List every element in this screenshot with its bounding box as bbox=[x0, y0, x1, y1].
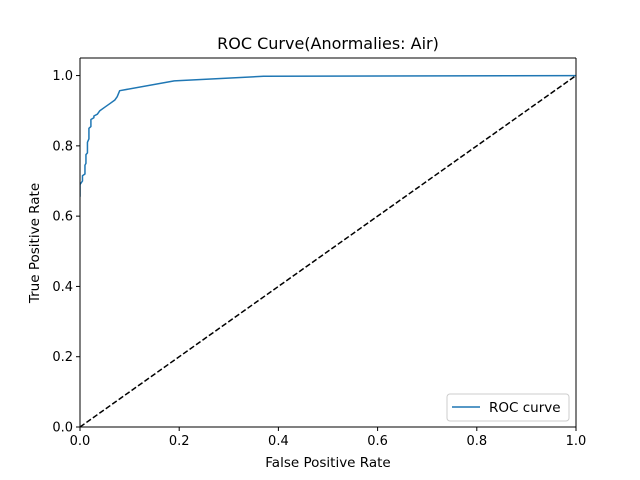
plot-area bbox=[80, 58, 576, 427]
legend: ROC curve bbox=[446, 393, 570, 422]
x-tick-label: 1.0 bbox=[566, 434, 587, 449]
y-tick-label: 0.6 bbox=[52, 210, 73, 225]
series-group bbox=[80, 74, 576, 427]
legend-box bbox=[446, 393, 570, 422]
y-tick-label: 0.8 bbox=[52, 139, 73, 154]
x-tick-label: 0.4 bbox=[268, 434, 289, 449]
x-axis-label: False Positive Rate bbox=[265, 455, 390, 471]
x-tick-label: 0.2 bbox=[169, 434, 190, 449]
x-axis: 0.0 0.2 0.4 0.6 0.8 1.0 bbox=[70, 427, 587, 449]
chance-diagonal-line bbox=[80, 74, 576, 427]
roc-curve-line bbox=[80, 74, 576, 197]
y-tick-label: 1.0 bbox=[52, 69, 73, 84]
chart-title: ROC Curve(Anormalies: Air) bbox=[217, 34, 439, 53]
y-tick-label: 0.4 bbox=[52, 280, 73, 295]
x-tick-label: 0.8 bbox=[466, 434, 487, 449]
x-tick-label: 0.0 bbox=[70, 434, 91, 449]
x-tick-label: 0.6 bbox=[367, 434, 388, 449]
legend-label-roc-curve: ROC curve bbox=[489, 400, 561, 416]
y-tick-label: 0.0 bbox=[52, 421, 73, 436]
y-axis: 0.0 0.2 0.4 0.6 0.8 1.0 bbox=[52, 69, 80, 436]
y-tick-label: 0.2 bbox=[52, 350, 73, 365]
y-axis-label: True Positive Rate bbox=[27, 183, 43, 304]
axes-spines bbox=[79, 57, 577, 428]
plot-frame bbox=[80, 58, 576, 427]
